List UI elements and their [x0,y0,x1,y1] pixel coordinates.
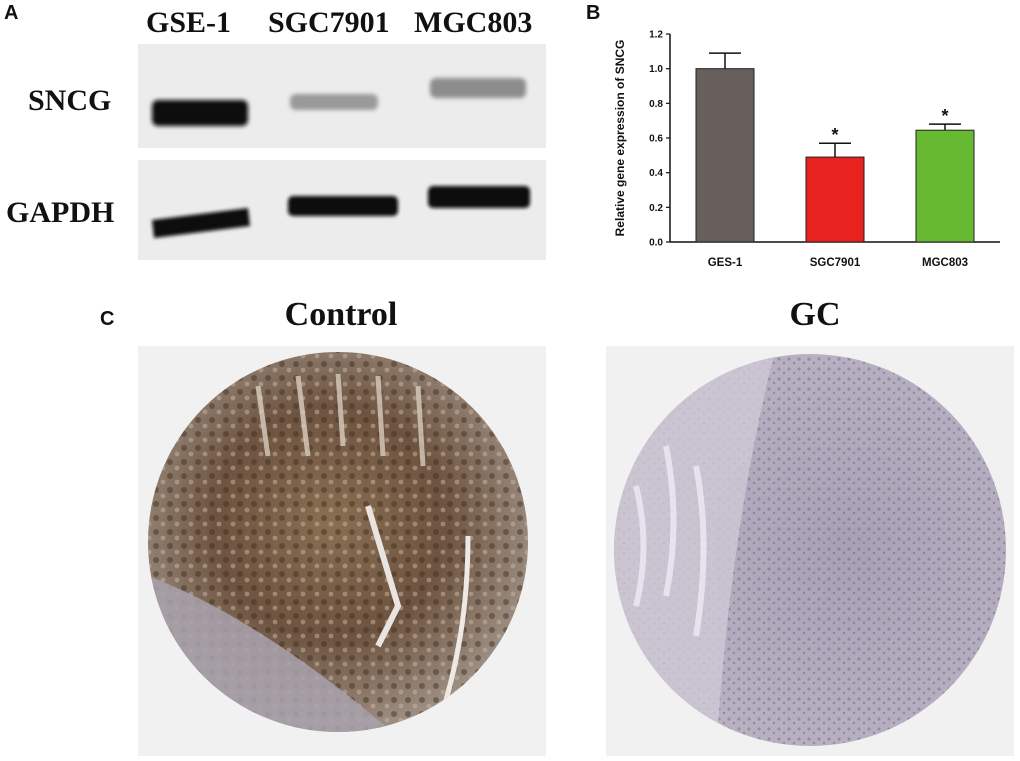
significance-marker: * [941,106,948,126]
blot-band-sncg-mgc803 [430,78,526,98]
blot-lane-label-gse1: GSE-1 [146,6,232,39]
y-tick-label: 0.4 [649,168,663,179]
significance-marker: * [831,125,838,145]
ihc-title-gc: GC [789,296,841,333]
y-tick-label: 0.6 [649,134,663,145]
blot-sncg-bands [152,78,526,126]
blot-lane-label-sgc7901: SGC7901 [268,6,390,39]
blot-row-label-sncg: SNCG [28,84,112,117]
y-tick-label: 0.2 [649,203,663,214]
panel-label-b: B [586,2,601,24]
y-tick-label: 0.0 [649,238,663,249]
bar-chart-svg: 0.0 0.2 0.4 0.6 0.8 1.0 1.2 Relative gene expre… [613,30,1000,269]
blot-band-gapdh-gse1 [152,208,250,238]
panel-label-a: A [4,2,19,24]
ihc-image-gc [606,346,1014,756]
blot-band-gapdh-sgc7901 [288,196,398,216]
ihc-image-control [138,346,546,756]
bar-sgc7901 [805,156,865,243]
x-tick-label: SGC7901 [810,257,861,269]
blot-lane-label-mgc803: MGC803 [414,6,533,39]
blot-row-label-gapdh: GAPDH [6,196,115,229]
ihc-tissue-core-control [148,352,528,732]
bar-ges-1 [695,68,755,243]
blot-strip-sncg [138,44,546,148]
y-tick-label: 0.8 [649,99,663,110]
ihc-title-control: Control [284,296,398,333]
blot-band-sncg-gse1 [152,100,248,126]
x-tick-label: MGC803 [922,257,968,269]
blot-gapdh-bands [152,186,530,238]
y-tick-label: 1.2 [649,30,663,41]
panel-label-c: C [100,308,115,330]
blot-band-gapdh-mgc803 [428,186,530,208]
blot-band-sncg-sgc7901 [290,94,378,110]
y-axis-label: Relative gene expression of SNCG [613,40,627,237]
x-tick-label: GES-1 [708,257,743,269]
bar-chart: 0.0 0.2 0.4 0.6 0.8 1.0 1.2 Relative gene expre… [600,20,1010,280]
y-tick-label: 1.0 [649,64,663,75]
bar-mgc803 [915,129,975,243]
blot-strip-gapdh [138,160,546,260]
ihc-tissue-core-gc [614,354,1006,746]
